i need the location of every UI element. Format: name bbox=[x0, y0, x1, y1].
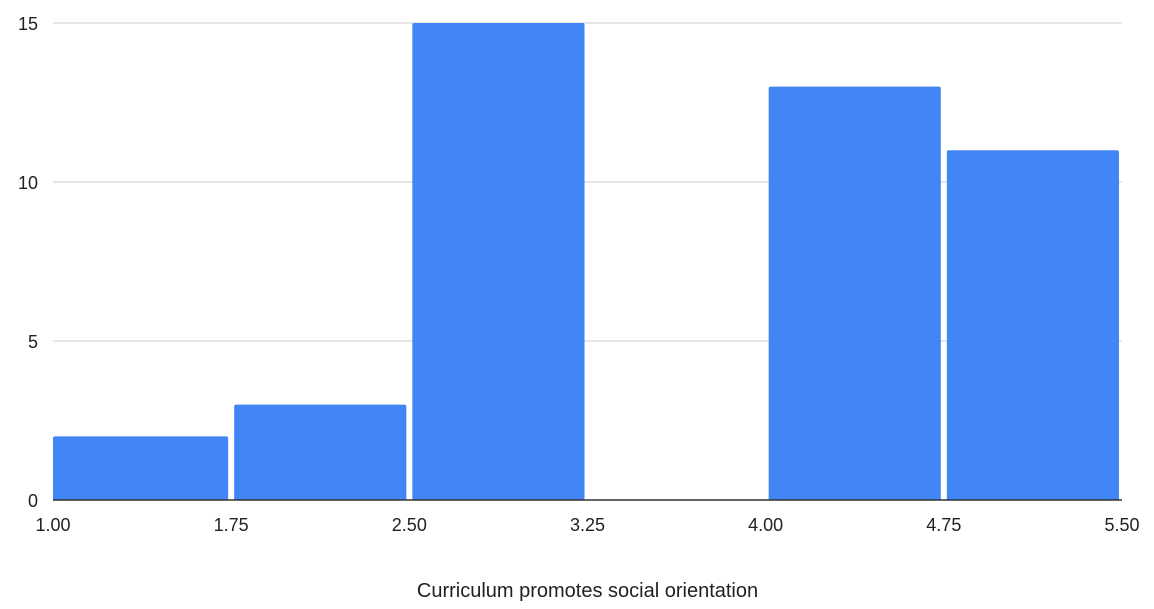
histogram-bar bbox=[234, 404, 407, 500]
gridlines bbox=[53, 22, 1122, 342]
y-tick-label: 10 bbox=[18, 173, 38, 193]
histogram-bar bbox=[412, 23, 585, 500]
x-tick-label: 5.50 bbox=[1104, 515, 1139, 535]
histogram-bar bbox=[53, 436, 229, 500]
x-tick-label: 1.00 bbox=[35, 515, 70, 535]
y-tick-label: 5 bbox=[28, 332, 38, 352]
bars bbox=[53, 23, 1119, 500]
x-tick-label: 1.75 bbox=[214, 515, 249, 535]
histogram-bar bbox=[768, 86, 941, 500]
x-tick-label: 3.25 bbox=[570, 515, 605, 535]
x-axis-title: Curriculum promotes social orientation bbox=[417, 580, 758, 602]
histogram-bar bbox=[946, 150, 1119, 500]
y-axis-ticks: 0 5 10 15 bbox=[18, 14, 38, 511]
x-tick-label: 4.75 bbox=[926, 515, 961, 535]
x-tick-label: 2.50 bbox=[392, 515, 427, 535]
y-tick-label: 0 bbox=[28, 491, 38, 511]
x-tick-label: 4.00 bbox=[748, 515, 783, 535]
x-axis-ticks: 1.00 1.75 2.50 3.25 4.00 4.75 5.50 bbox=[35, 515, 1139, 535]
y-tick-label: 15 bbox=[18, 14, 38, 34]
